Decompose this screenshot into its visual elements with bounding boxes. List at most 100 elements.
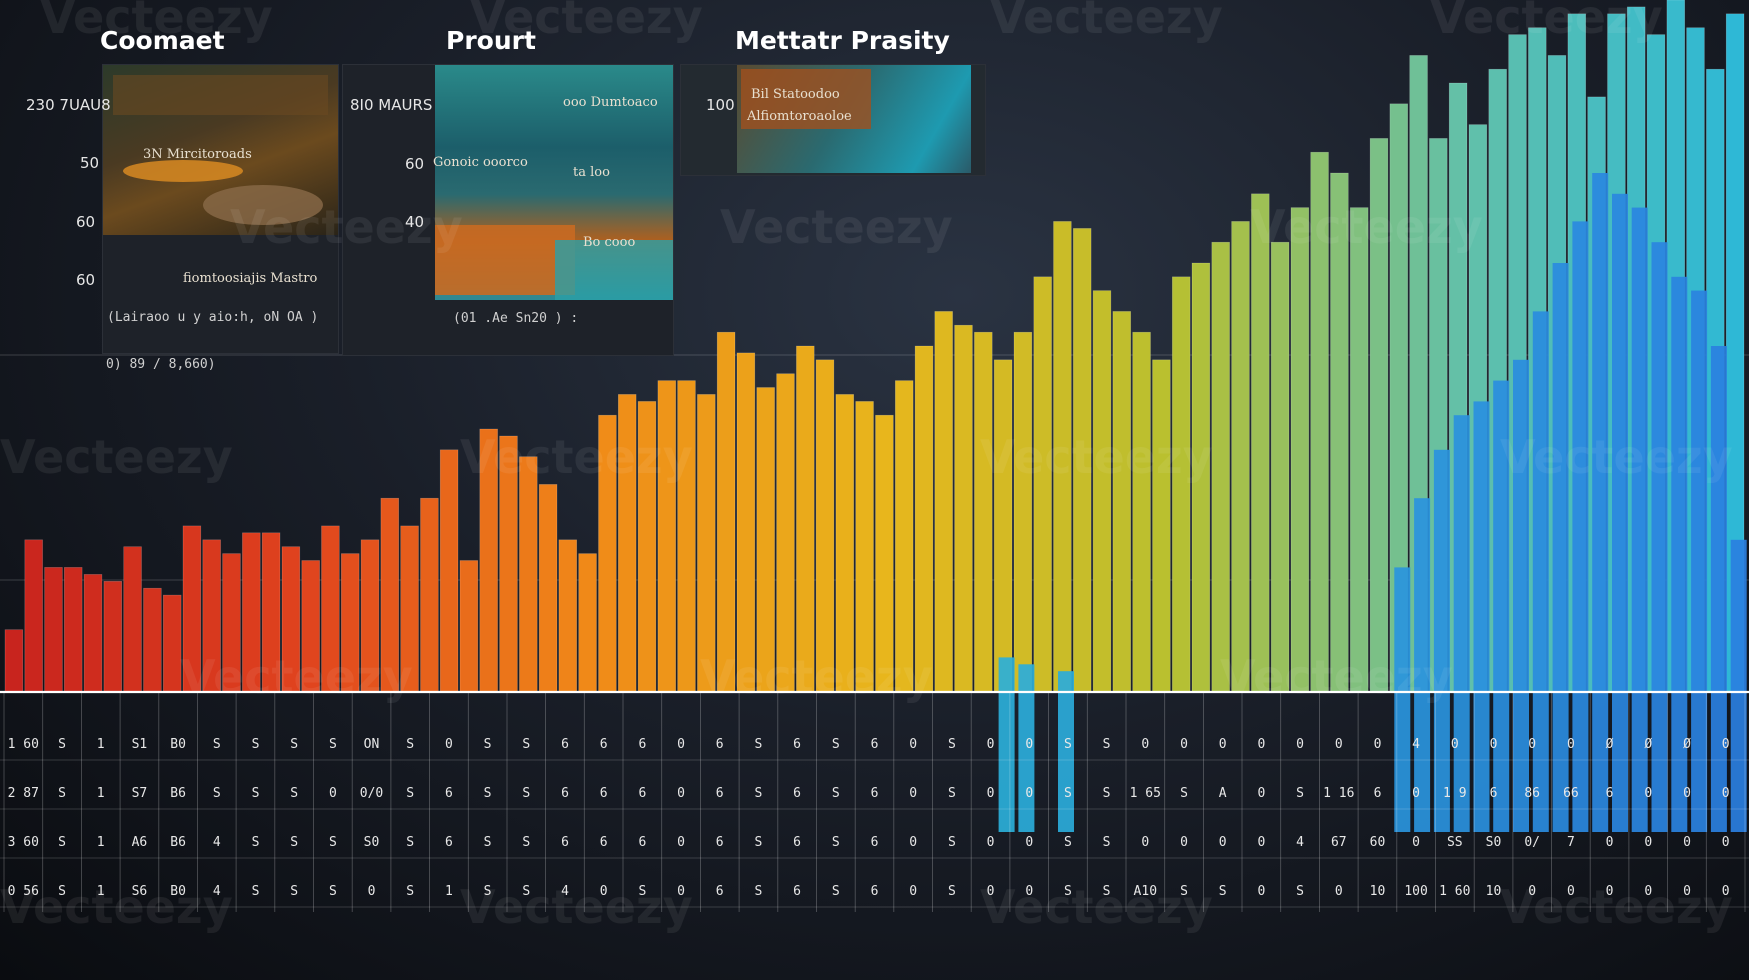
table-cell: 100 — [1404, 884, 1427, 899]
bar — [637, 401, 657, 693]
panel-1-ylabel-3: 60 — [76, 213, 96, 231]
table-cell: Ø — [1683, 737, 1691, 752]
panel-2-ylabel-1: 8I0 MAURS — [350, 96, 433, 114]
panel-1-caption: (Lairaoo u y aio:h, oN OA ) — [107, 310, 319, 325]
bar — [242, 532, 261, 693]
table-cell: 0 — [1722, 786, 1730, 801]
table-cell: 0 — [677, 786, 685, 801]
table-cell: S — [58, 884, 66, 899]
table-cell: 6 — [600, 835, 608, 850]
table-cell: 0 — [1412, 786, 1420, 801]
bar — [558, 539, 578, 693]
bar — [340, 553, 360, 693]
table-cell: 0 — [1180, 737, 1188, 752]
table-cell: 4 — [561, 884, 569, 899]
bar — [1132, 331, 1151, 693]
table-cell: S — [484, 786, 492, 801]
table-cell: 0 — [1567, 737, 1575, 752]
table-cell: S — [1296, 884, 1304, 899]
bar — [4, 629, 24, 693]
table-cell: 1 — [97, 737, 105, 752]
table-cell: 0 — [1528, 884, 1536, 899]
bar — [716, 331, 736, 693]
table-cell: 0 — [1025, 786, 1033, 801]
bar — [143, 587, 162, 693]
table-cell: S — [329, 835, 337, 850]
table-cell: 0 — [909, 786, 917, 801]
panel-1-thumb-label-1: 3N Mircitoroads — [143, 147, 252, 162]
bar — [578, 553, 597, 693]
table-cell: 2 87 — [8, 786, 39, 801]
table-cell: 4 — [213, 835, 221, 850]
table-cell: 0 — [1374, 737, 1382, 752]
panel-3-thumb-label-1: Bil Statoodoo — [751, 87, 840, 102]
table-cell: S — [252, 737, 260, 752]
table-cell: 0 — [987, 835, 995, 850]
table-cell: A6 — [132, 835, 148, 850]
table-cell: 0 — [987, 786, 995, 801]
table-cell: 7 — [1567, 835, 1575, 850]
bar — [776, 373, 795, 693]
table-cell: 6 — [1374, 786, 1382, 801]
bar — [617, 394, 637, 693]
table-cell: S — [1103, 835, 1111, 850]
bar — [499, 435, 518, 693]
table-cell: S — [252, 786, 260, 801]
table-cell: 0 — [368, 884, 376, 899]
bar-overlay — [1018, 664, 1035, 832]
table-cell: S — [948, 786, 956, 801]
table-cell: S — [754, 737, 762, 752]
panel-1-ylabel-2: 50 — [80, 154, 100, 172]
bar — [439, 449, 459, 693]
table-cell: S7 — [132, 786, 148, 801]
table-cell: S — [832, 737, 840, 752]
table-cell: 0 — [1025, 737, 1033, 752]
panel-3-thumbnail — [737, 65, 971, 173]
table-cell: S — [522, 786, 530, 801]
table-cell: 6 — [871, 835, 879, 850]
table-cell: 0 — [1257, 737, 1265, 752]
bar-overlay — [1651, 242, 1668, 832]
bar — [954, 324, 973, 693]
table-cell: 6 — [716, 737, 724, 752]
bar — [123, 546, 142, 693]
bar — [875, 414, 894, 693]
table-cell: S — [406, 835, 414, 850]
bar — [1290, 207, 1310, 693]
bar — [993, 359, 1013, 693]
table-cell: 0 — [1025, 884, 1033, 899]
bar — [64, 567, 83, 693]
table-cell: SS — [1447, 835, 1463, 850]
table-cell: 0 — [1606, 835, 1614, 850]
table-cell: 0 — [677, 884, 685, 899]
table-cell: Ø — [1606, 737, 1614, 752]
table-cell: B6 — [170, 786, 186, 801]
table-cell: 1 16 — [1323, 786, 1354, 801]
bar — [1350, 207, 1369, 693]
table-cell: 0 — [987, 884, 995, 899]
table-cell: 0 — [987, 737, 995, 752]
bar — [974, 331, 993, 693]
table-cell: 0 — [1683, 884, 1691, 899]
table-cell: S — [1103, 884, 1111, 899]
table-cell: 0 — [909, 884, 917, 899]
panel-title-1: Coomaet — [100, 26, 225, 55]
panel-1-thumb-label-2: fiomtoosiajis Mastro — [183, 271, 318, 286]
table-cell: 0/0 — [360, 786, 383, 801]
panel-1-ylabel-1: 230 7UAU8 — [26, 96, 111, 114]
table-cell: S — [1064, 737, 1072, 752]
table-cell: S — [1180, 786, 1188, 801]
bar-overlay — [1631, 207, 1648, 833]
table-cell: S0 — [1486, 835, 1502, 850]
panel-1-caption-2: 0) 89 / 8,660) — [106, 357, 216, 372]
bar — [321, 525, 340, 693]
table-cell: S — [290, 786, 298, 801]
bar — [1231, 221, 1250, 693]
table-cell: S — [406, 737, 414, 752]
table-cell: 0 — [1722, 737, 1730, 752]
bar-overlay — [1493, 380, 1510, 832]
bar-overlay — [1414, 498, 1431, 832]
table-cell: 0 — [1644, 884, 1652, 899]
table-cell: 6 — [561, 835, 569, 850]
table-cell: 0 — [677, 737, 685, 752]
